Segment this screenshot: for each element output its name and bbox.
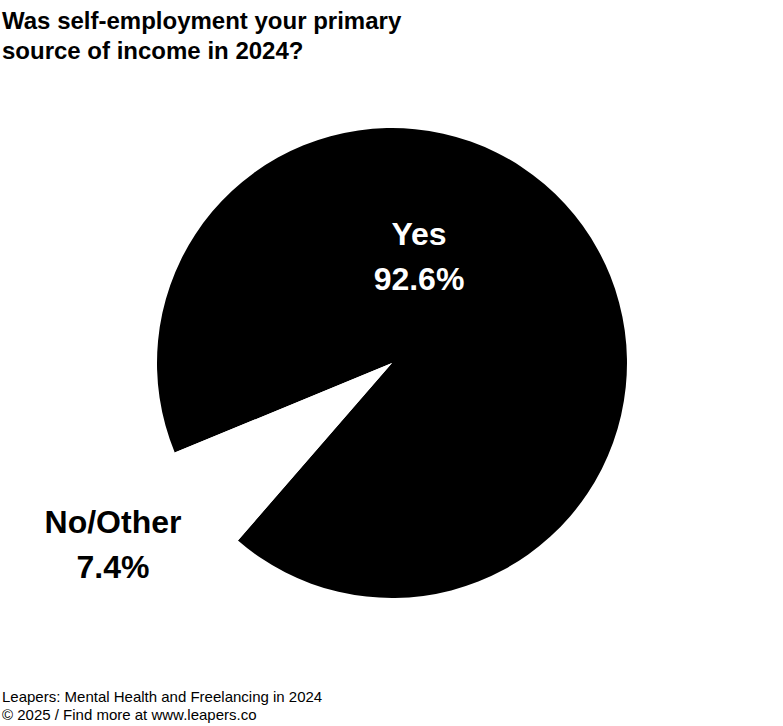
slice-label: No/Other: [45, 504, 182, 540]
slice: [157, 128, 627, 598]
value-label: 92.6%: [374, 261, 465, 297]
chart: Yes 92.6% No/Other 7.4%: [0, 0, 783, 726]
value-label: 7.4%: [77, 549, 150, 585]
title: Was self-employment your primary source …: [2, 6, 462, 66]
slice: [175, 363, 392, 540]
note: © 2025 / Find more at www.leapers.co: [2, 706, 322, 724]
footer: Leapers: Mental Health and Freelancing i…: [2, 688, 322, 724]
source: Leapers: Mental Health and Freelancing i…: [2, 688, 322, 706]
slice-label: Yes: [391, 216, 446, 252]
slices: [157, 128, 627, 598]
